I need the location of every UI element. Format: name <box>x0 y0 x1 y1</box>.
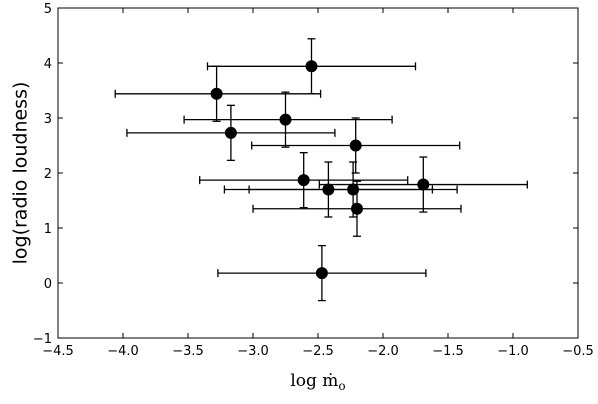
x-tick-label: −1.5 <box>432 344 464 359</box>
x-axis-title: log ṁo <box>290 371 345 393</box>
y-tick-label: 1 <box>44 222 52 237</box>
data-point <box>351 202 363 215</box>
x-tick-label: −0.5 <box>562 344 594 359</box>
data-point <box>305 60 318 73</box>
x-tick-label: −4.5 <box>42 344 74 359</box>
plot-frame <box>57 7 579 339</box>
y-axis-title: log(radio loudness) <box>10 82 32 265</box>
x-tick-label: −2.0 <box>367 344 399 359</box>
x-axis-title-main: log ṁ <box>290 371 338 391</box>
x-tick-label: −2.5 <box>302 344 334 359</box>
y-tick-label: −1 <box>33 332 52 347</box>
data-point <box>315 267 328 280</box>
data-point <box>417 178 430 191</box>
data-point <box>347 183 360 196</box>
x-tick-label: −3.5 <box>172 344 204 359</box>
x-axis-title-subscript: o <box>338 379 345 393</box>
y-tick-label: 0 <box>44 277 52 292</box>
y-tick-label: 4 <box>44 57 52 72</box>
data-point <box>224 126 237 139</box>
x-tick-label: −3.0 <box>237 344 269 359</box>
y-tick-label: 2 <box>44 167 52 182</box>
data-point <box>297 174 310 187</box>
y-tick-label: 3 <box>44 112 52 127</box>
data-point <box>279 113 292 126</box>
data-point <box>349 139 362 152</box>
x-tick-label: −1.0 <box>497 344 529 359</box>
chart-marks <box>114 38 528 302</box>
y-tick-label: 5 <box>44 2 52 17</box>
data-point <box>210 87 223 100</box>
x-tick-label: −4.0 <box>107 344 139 359</box>
